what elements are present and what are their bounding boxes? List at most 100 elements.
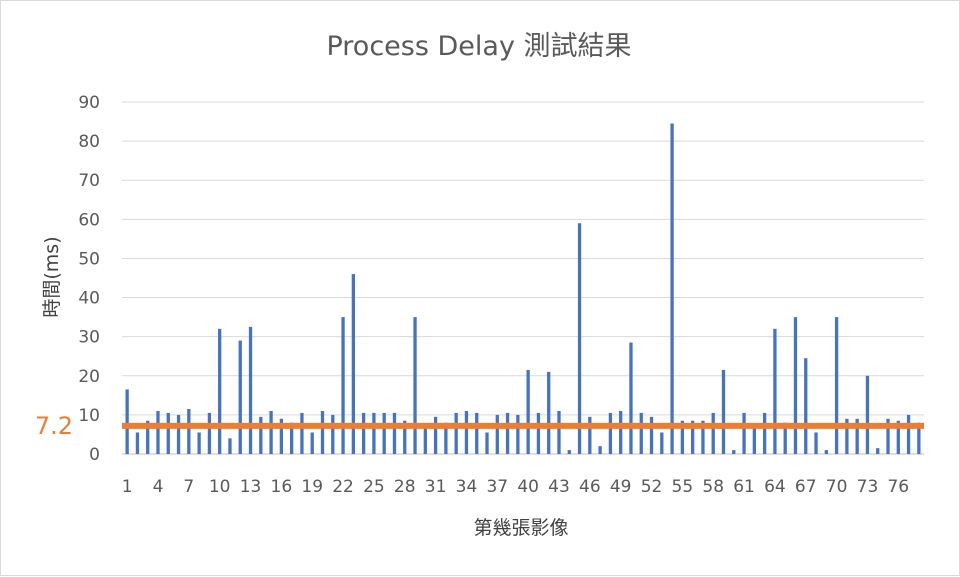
y-tick-label: 60 [78, 210, 100, 230]
bar [248, 326, 253, 454]
bar [361, 412, 366, 454]
bar [547, 371, 551, 454]
chart-title: Process Delay 測試結果 [326, 31, 631, 62]
bar [876, 448, 880, 454]
y-tick-label: 0 [89, 445, 100, 465]
bar [896, 420, 900, 454]
bar [619, 410, 623, 454]
bar [845, 418, 849, 454]
bar [814, 432, 818, 454]
bar [752, 424, 756, 454]
bar [269, 410, 273, 454]
bar [444, 422, 448, 454]
y-tick-label: 90 [78, 93, 100, 113]
bar [218, 328, 222, 454]
x-tick-label: 34 [456, 477, 478, 497]
x-tick-label: 67 [795, 477, 817, 497]
bar [187, 409, 191, 454]
bar [742, 412, 746, 454]
x-tick-label: 22 [332, 477, 354, 497]
x-tick-label: 25 [363, 477, 385, 497]
bar [526, 369, 530, 454]
bar [917, 422, 921, 454]
bar [495, 414, 499, 454]
bar [135, 432, 140, 454]
bar [413, 317, 417, 454]
bar [156, 410, 160, 454]
bar [598, 446, 602, 454]
x-tick-label: 70 [826, 477, 848, 497]
bar [351, 274, 355, 454]
x-tick-label: 4 [153, 477, 164, 497]
bar [834, 317, 839, 454]
bar [670, 123, 674, 454]
y-tick-label: 50 [78, 249, 100, 269]
bar [310, 432, 314, 454]
bar [403, 420, 407, 454]
bar [433, 416, 438, 454]
x-tick-label: 73 [857, 477, 879, 497]
x-tick-label: 19 [301, 477, 323, 497]
bar [691, 420, 695, 454]
x-tick-label: 16 [271, 477, 293, 497]
bar [475, 412, 479, 454]
y-tick-label: 10 [78, 406, 100, 426]
bar [567, 450, 571, 454]
gridlines [122, 101, 924, 455]
x-tick-label: 49 [610, 477, 632, 497]
y-tick-label: 80 [78, 132, 100, 152]
bar [228, 438, 232, 454]
bar [865, 375, 870, 454]
y-tick-label: 20 [78, 367, 100, 387]
bar [649, 416, 654, 454]
x-tick-label: 46 [579, 477, 601, 497]
bar [793, 317, 798, 454]
bar [464, 410, 469, 454]
bar [341, 317, 345, 454]
y-tick-label: 40 [78, 289, 100, 309]
x-tick-label: 31 [425, 477, 447, 497]
bar [557, 410, 561, 454]
bar [331, 414, 335, 454]
bar [382, 412, 386, 454]
bar [588, 416, 592, 454]
bar [886, 418, 890, 454]
x-tick-label: 58 [702, 477, 724, 497]
bar [773, 328, 777, 454]
bar [855, 418, 859, 454]
bar [629, 342, 633, 454]
x-tick-label: 28 [394, 477, 416, 497]
bar [392, 412, 397, 454]
x-tick-label: 10 [209, 477, 231, 497]
bar [176, 414, 181, 454]
bar [721, 369, 726, 454]
bar [197, 432, 201, 454]
x-tick-label: 43 [548, 477, 570, 497]
bar [279, 418, 284, 454]
bar [125, 389, 129, 454]
x-tick-label: 7 [183, 477, 194, 497]
bar [577, 223, 582, 454]
x-tick-labels: 1 4 7 10 13 16 19 22 25 28 31 34 37 40 43 46 49 52 55 58 61 6… [122, 477, 909, 497]
bar [680, 420, 685, 454]
x-tick-label: 13 [240, 477, 262, 497]
bar [660, 432, 664, 454]
bars [125, 123, 921, 454]
bar [166, 412, 170, 454]
bar [701, 420, 705, 454]
bar [454, 412, 458, 454]
x-tick-label: 64 [764, 477, 786, 497]
x-tick-label: 76 [887, 477, 909, 497]
bar [732, 450, 736, 454]
bar [639, 412, 643, 454]
bar [711, 412, 715, 454]
bar [207, 412, 212, 454]
bar [762, 412, 767, 454]
bar [259, 416, 263, 454]
bar [146, 420, 150, 454]
reference-line-group: 7.2 [35, 412, 924, 440]
reference-line-label: 7.2 [35, 412, 73, 440]
bar [608, 412, 613, 454]
x-tick-label: 55 [672, 477, 694, 497]
